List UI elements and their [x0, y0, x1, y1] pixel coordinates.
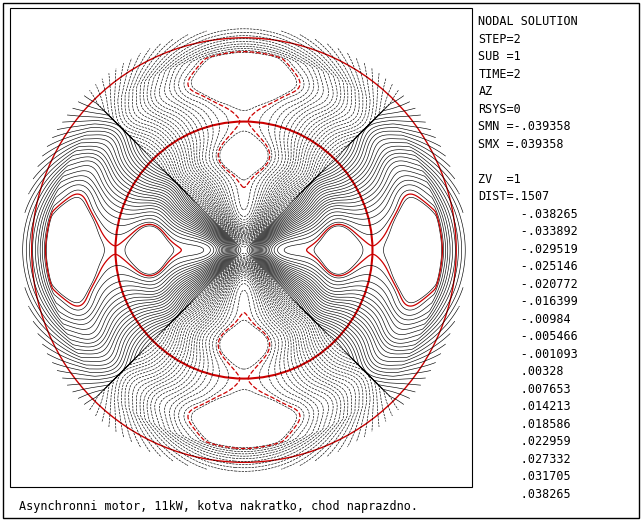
Text: NODAL SOLUTION
STEP=2
SUB =1
TIME=2
AZ
RSYS=0
SMN =-.039358
SMX =.039358

ZV  =1: NODAL SOLUTION STEP=2 SUB =1 TIME=2 AZ R… — [478, 15, 578, 501]
Text: Asynchronni motor, 11kW, kotva nakratko, chod naprazdno.: Asynchronni motor, 11kW, kotva nakratko,… — [19, 500, 418, 513]
